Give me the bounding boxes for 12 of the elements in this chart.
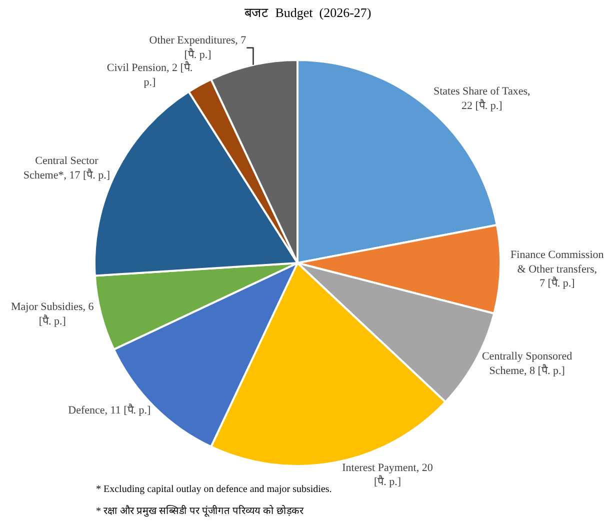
chart-title: बजट Budget (2026-27): [244, 4, 372, 20]
slice-label: States Share of Taxes, 22 [पै. p.]: [433, 86, 531, 112]
text: * Excluding capital outlay on defence and major subsidies.: [96, 484, 332, 495]
slice-label: Finance Commission & Other transfers, 7 [पै. p.]: [510, 249, 604, 290]
slice-label: Defence, 11 [पै. p.]: [68, 403, 151, 416]
text: * रक्षा और प्रमुख सब्सिडी पर पूंजीगत परिव्यय को छोड़कर: [96, 505, 304, 517]
slice-label: Civil Pension, 2 [पै. p.]: [106, 60, 193, 88]
slice-label: Central Sector Scheme*, 17 [पै. p.]: [23, 154, 110, 182]
slice-label: Major Subsidies, 6 [पै. p.]: [10, 301, 94, 328]
slice-label: Other Expenditures, 7 [पै. p.]: [149, 34, 247, 61]
slice-label: Centrally Sponsored Scheme, 8 [पै. p.]: [482, 350, 573, 377]
slice-label: Interest Payment, 20 [पै. p.]: [342, 462, 434, 488]
